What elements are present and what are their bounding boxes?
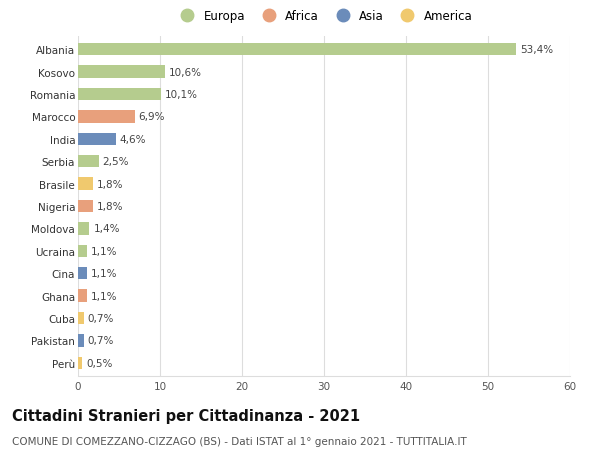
Text: 1,1%: 1,1%	[91, 291, 118, 301]
Text: 1,1%: 1,1%	[91, 269, 118, 279]
Text: 4,6%: 4,6%	[120, 134, 146, 145]
Bar	[78, 67, 165, 78]
Text: 1,8%: 1,8%	[97, 202, 124, 212]
Bar	[78, 156, 98, 168]
Bar	[78, 223, 89, 235]
Text: COMUNE DI COMEZZANO-CIZZAGO (BS) - Dati ISTAT al 1° gennaio 2021 - TUTTITALIA.IT: COMUNE DI COMEZZANO-CIZZAGO (BS) - Dati …	[12, 436, 467, 446]
Bar	[78, 44, 516, 56]
Bar	[78, 245, 87, 257]
Text: Cittadini Stranieri per Cittadinanza - 2021: Cittadini Stranieri per Cittadinanza - 2…	[12, 409, 360, 424]
Text: 1,1%: 1,1%	[91, 246, 118, 256]
Text: 10,6%: 10,6%	[169, 67, 202, 78]
Text: 6,9%: 6,9%	[139, 112, 165, 122]
Text: 0,7%: 0,7%	[88, 313, 114, 323]
Bar	[78, 290, 87, 302]
Text: 10,1%: 10,1%	[165, 90, 198, 100]
Bar	[78, 201, 93, 213]
Text: 53,4%: 53,4%	[520, 45, 553, 55]
Bar	[78, 89, 161, 101]
Bar	[78, 268, 87, 280]
Bar	[78, 357, 82, 369]
Bar	[78, 111, 134, 123]
Text: 0,7%: 0,7%	[88, 336, 114, 346]
Bar	[78, 134, 116, 146]
Bar	[78, 178, 93, 190]
Text: 1,4%: 1,4%	[94, 224, 120, 234]
Bar	[78, 335, 84, 347]
Legend: Europa, Africa, Asia, America: Europa, Africa, Asia, America	[170, 5, 478, 28]
Text: 0,5%: 0,5%	[86, 358, 113, 368]
Bar	[78, 312, 84, 325]
Text: 2,5%: 2,5%	[103, 157, 129, 167]
Text: 1,8%: 1,8%	[97, 179, 124, 189]
